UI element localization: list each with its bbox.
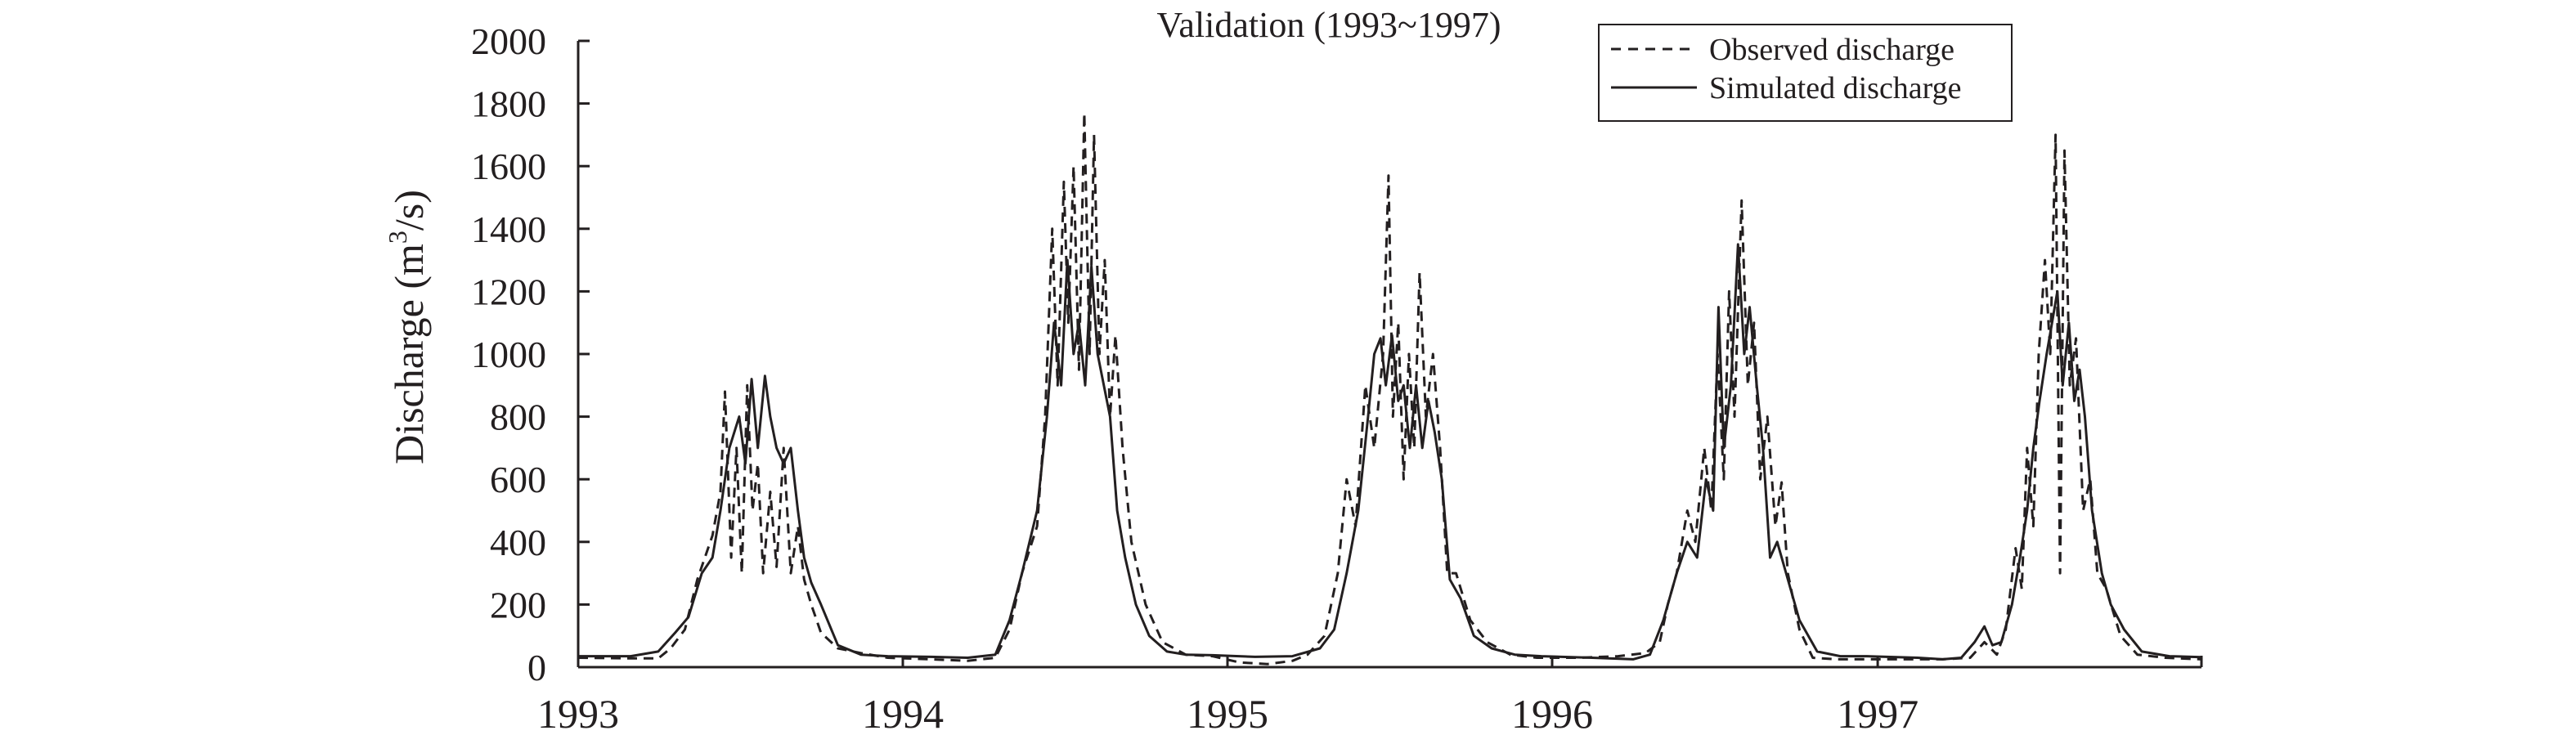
x-tick-label: 1994 (862, 691, 944, 737)
y-axis: 0 200 400 600 800 1000 1200 1400 1600 1800 2000 (471, 20, 590, 688)
legend-simulated-label: Simulated discharge (1709, 71, 1962, 105)
y-tick-label: 1600 (471, 146, 546, 187)
y-tick-label: 1000 (471, 334, 546, 375)
x-tick-label: 1997 (1837, 691, 1919, 737)
y-tick-label: 800 (490, 397, 546, 438)
x-tick-label: 1995 (1187, 691, 1268, 737)
y-tick-label: 600 (490, 459, 546, 500)
y-tick-label: 0 (527, 647, 546, 688)
legend-observed-label: Observed discharge (1709, 33, 1954, 67)
observed-discharge-line (577, 111, 2202, 666)
y-tick-label: 2000 (471, 20, 546, 62)
y-tick-label: 1400 (471, 208, 546, 250)
x-axis: 1993 1994 1995 1996 1997 (537, 656, 1919, 737)
chart-title: Validation (1993~1997) (1157, 5, 1501, 45)
y-tick-label: 1200 (471, 271, 546, 312)
x-tick-label: 1993 (537, 691, 619, 737)
y-tick-label: 1800 (471, 83, 546, 125)
legend: Observed discharge Simulated discharge (1598, 24, 2013, 122)
x-tick-label: 1996 (1511, 691, 1593, 737)
legend-box (1598, 24, 2013, 122)
plot-area (577, 111, 2202, 666)
simulated-discharge-line (578, 243, 2202, 661)
y-axis-label: Discharge (m3/s) (383, 190, 432, 464)
y-tick-label: 200 (490, 584, 546, 625)
y-tick-label: 400 (490, 522, 546, 563)
